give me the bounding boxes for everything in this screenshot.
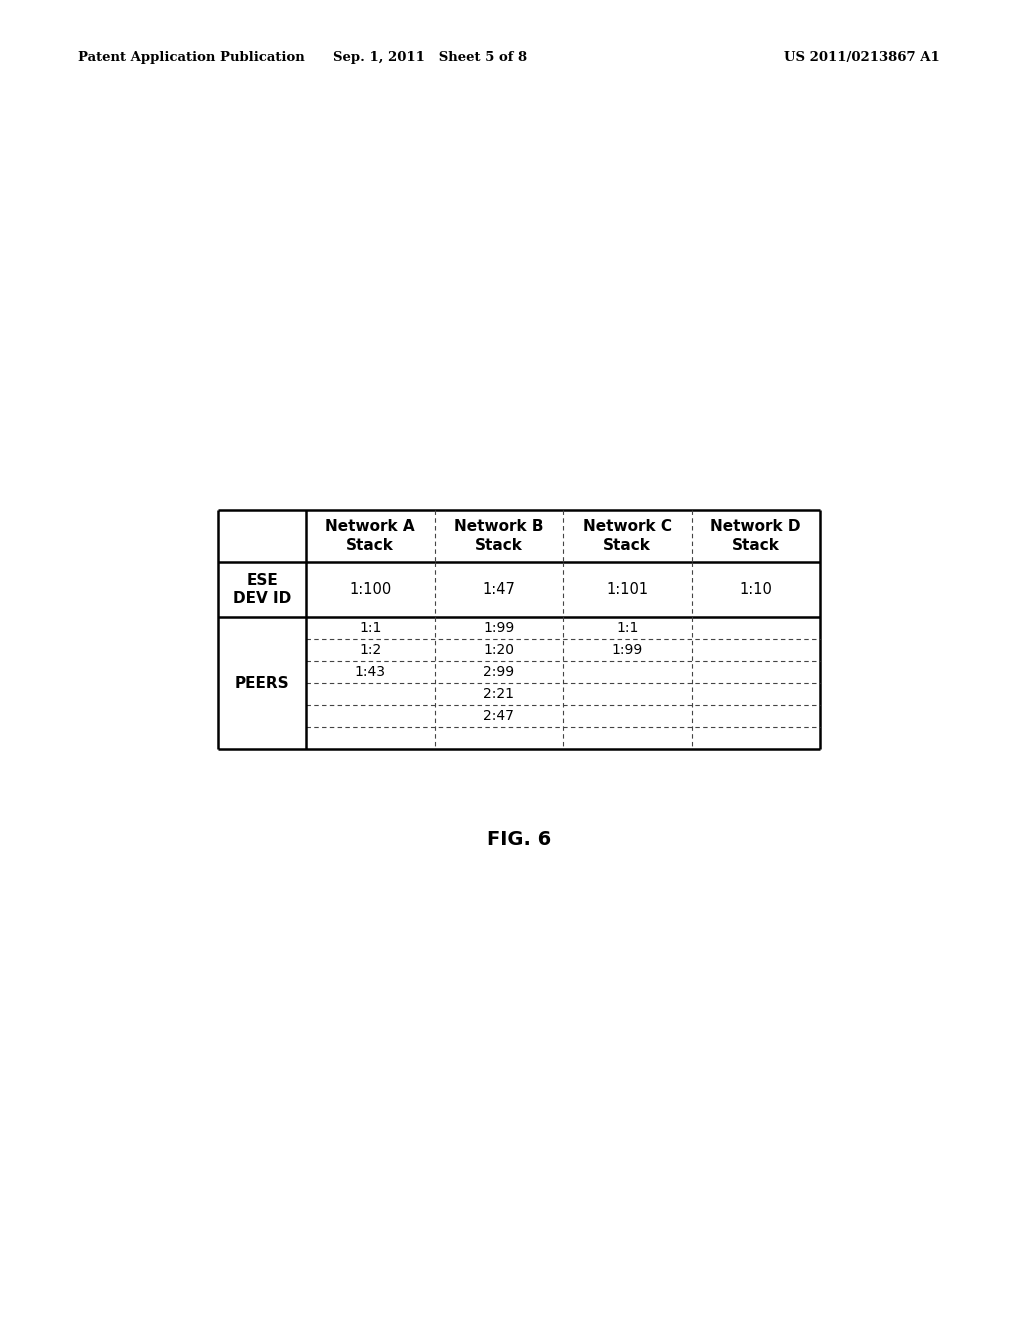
Text: ESE
DEV ID: ESE DEV ID	[232, 573, 291, 606]
Text: Network C
Stack: Network C Stack	[583, 519, 672, 553]
Text: 1:10: 1:10	[739, 582, 772, 597]
Text: 2:47: 2:47	[483, 709, 514, 723]
Text: 1:99: 1:99	[611, 643, 643, 657]
Text: 1:101: 1:101	[606, 582, 648, 597]
Text: 1:99: 1:99	[483, 620, 514, 635]
Text: 1:43: 1:43	[354, 665, 386, 678]
Text: 2:99: 2:99	[483, 665, 514, 678]
Text: 1:2: 1:2	[359, 643, 381, 657]
Text: 1:1: 1:1	[359, 620, 381, 635]
Text: 1:47: 1:47	[482, 582, 515, 597]
Text: US 2011/0213867 A1: US 2011/0213867 A1	[784, 51, 940, 65]
Text: FIG. 6: FIG. 6	[486, 830, 551, 849]
Text: 2:21: 2:21	[483, 686, 514, 701]
Text: 1:100: 1:100	[349, 582, 391, 597]
Text: Patent Application Publication: Patent Application Publication	[78, 51, 305, 65]
Text: Network D
Stack: Network D Stack	[711, 519, 801, 553]
Text: Network A
Stack: Network A Stack	[326, 519, 415, 553]
Text: 1:1: 1:1	[616, 620, 638, 635]
Text: PEERS: PEERS	[234, 676, 290, 690]
Text: Sep. 1, 2011   Sheet 5 of 8: Sep. 1, 2011 Sheet 5 of 8	[333, 51, 527, 65]
Text: Network B
Stack: Network B Stack	[454, 519, 544, 553]
Text: 1:20: 1:20	[483, 643, 514, 657]
